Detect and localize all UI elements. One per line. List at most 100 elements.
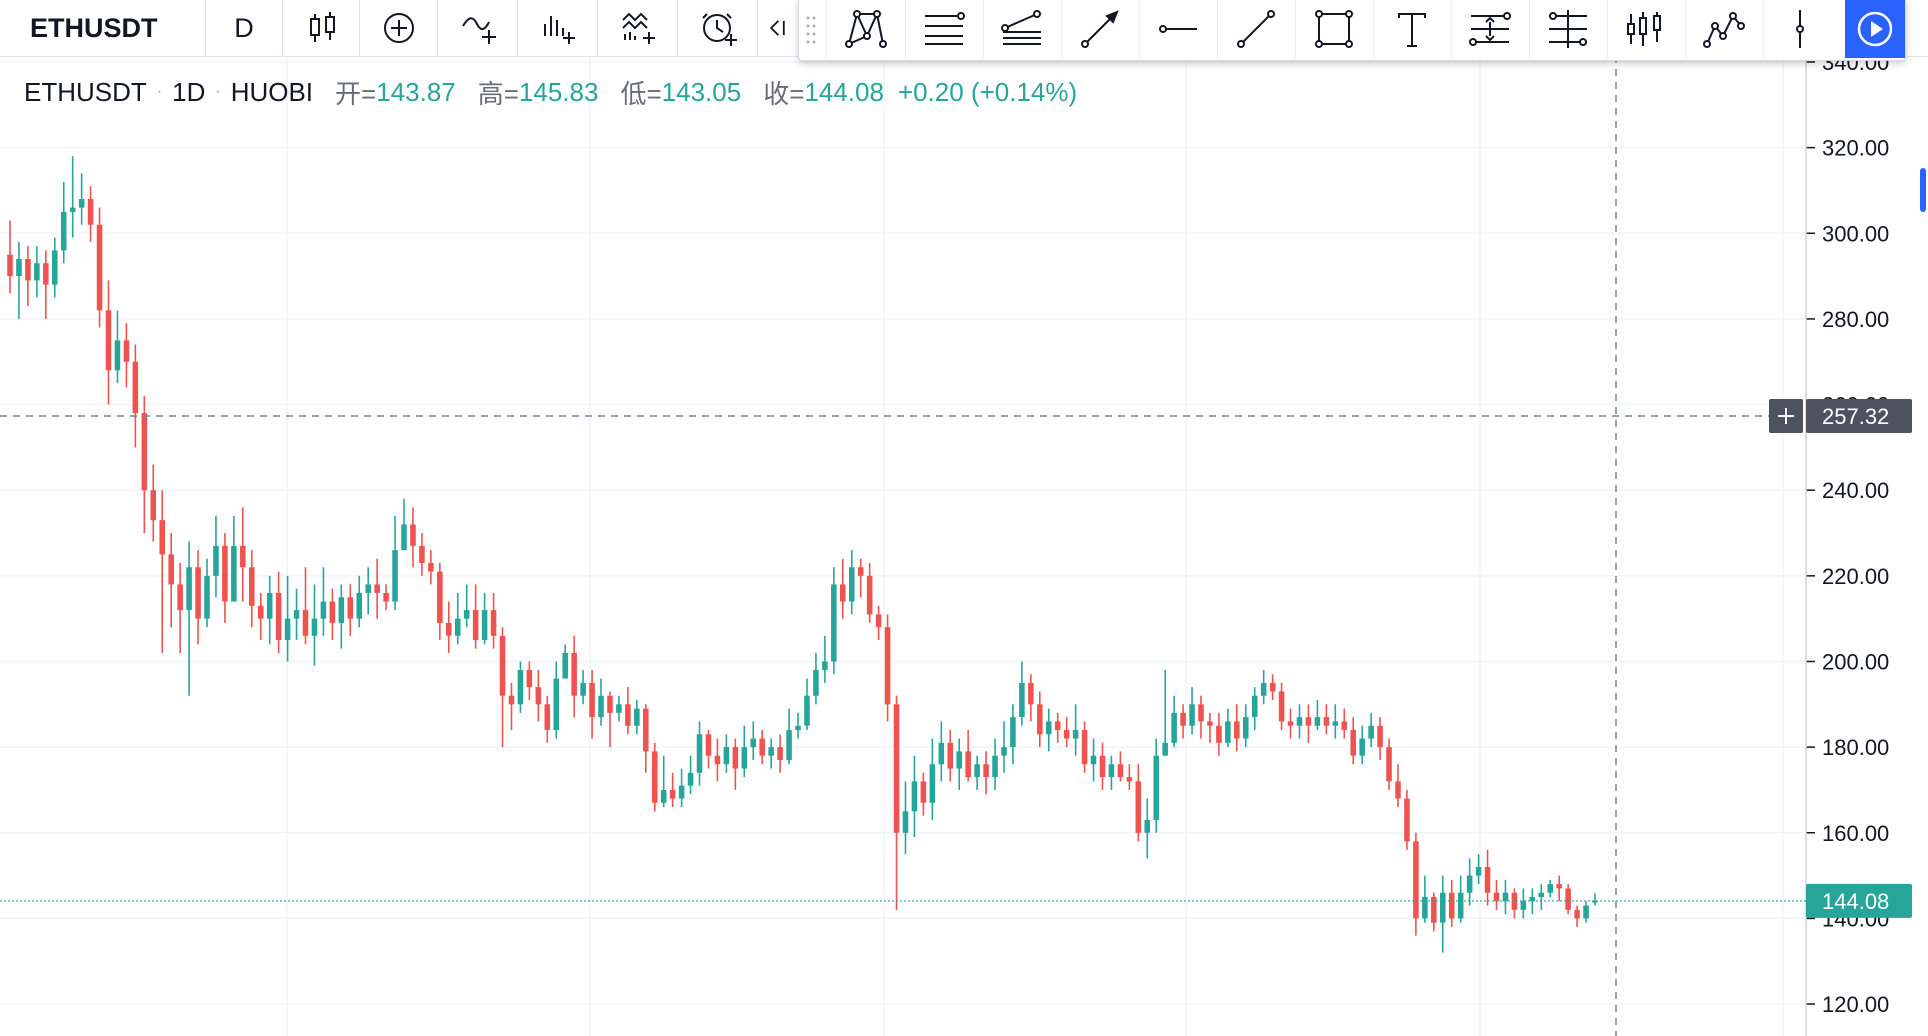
candle-body <box>1520 901 1527 910</box>
candle-body <box>1350 729 1356 756</box>
candle-body <box>1153 755 1159 820</box>
toolbar-divider <box>205 0 206 56</box>
candle-body <box>428 562 434 572</box>
top-toolbar: ETHUSDT D <box>0 0 1928 61</box>
price-range-icon[interactable] <box>1453 0 1527 58</box>
candle-body <box>1054 721 1061 730</box>
candle-body <box>186 567 192 611</box>
candle-body <box>356 592 363 619</box>
candle-body <box>1072 729 1079 739</box>
legend-exchange: HUOBI <box>230 76 314 107</box>
candle-body <box>249 567 255 606</box>
candle-body <box>311 618 318 636</box>
legend-open-value: 143.87 <box>376 76 456 107</box>
price-tick-label: 200.00 <box>1822 649 1889 674</box>
candle-body <box>159 520 166 555</box>
price-tick-label: 180.00 <box>1822 735 1889 760</box>
candle-body <box>1278 691 1285 722</box>
candle-body <box>1377 725 1383 748</box>
templates-icon[interactable] <box>604 0 674 56</box>
drag-handle-icon[interactable] <box>805 14 817 44</box>
interval-button[interactable]: D <box>234 12 254 43</box>
legend-symbol[interactable]: ETHUSDT <box>24 76 147 107</box>
candle-body <box>320 601 327 619</box>
compare-plus-icon[interactable] <box>366 0 432 56</box>
replay-icon[interactable] <box>764 0 800 56</box>
candle-body <box>1144 819 1151 833</box>
candle-body <box>1332 721 1339 726</box>
candles-icon[interactable] <box>290 0 356 56</box>
candle-body <box>544 704 551 730</box>
toolbar-divider <box>437 0 438 56</box>
candle-body <box>1234 721 1240 739</box>
xabcd-pattern-icon[interactable] <box>829 0 903 58</box>
last-price-line: 144.08 <box>0 883 1912 918</box>
candle-body <box>1305 717 1312 726</box>
candle-body <box>598 695 604 718</box>
candle-body <box>893 704 900 833</box>
candle-body <box>1162 742 1168 756</box>
candle-body <box>437 571 443 623</box>
candle-body <box>284 618 291 641</box>
play-circle-icon[interactable] <box>1845 0 1905 58</box>
candle-body <box>956 751 962 769</box>
toolbar-divider <box>757 0 758 56</box>
rectangle-icon[interactable] <box>1297 0 1371 58</box>
indicators-icon[interactable] <box>444 0 514 56</box>
price-axis: 340.00320.00300.00280.00260.00240.00220.… <box>1805 0 1926 1036</box>
candle-body <box>1028 682 1034 705</box>
price-tick-label: 240.00 <box>1822 478 1889 503</box>
legend-low-value: 143.05 <box>661 76 742 107</box>
candle-body <box>589 682 595 718</box>
candle-body <box>1251 695 1258 718</box>
fib-retracement-icon[interactable] <box>985 0 1059 58</box>
price-tick-label: 280.00 <box>1822 307 1889 332</box>
horizontal-ray-icon[interactable] <box>1141 0 1215 58</box>
long-position-icon[interactable] <box>1609 0 1683 58</box>
vertical-line-icon[interactable] <box>1765 0 1835 58</box>
toolbar-divider <box>677 0 678 56</box>
crosshair-price-badge <box>1806 399 1912 434</box>
arrow-icon[interactable] <box>1063 0 1137 58</box>
trend-line-icon[interactable] <box>1219 0 1293 58</box>
candle-body <box>78 199 85 208</box>
candle-body <box>454 618 461 636</box>
crosshair-price-label: 257.32 <box>1822 404 1889 429</box>
text-icon[interactable] <box>1375 0 1449 58</box>
candle-body <box>499 635 506 696</box>
candle-body <box>1010 717 1016 748</box>
scrollbar-thumb <box>1920 168 1926 212</box>
candle-body <box>1493 892 1500 902</box>
candle-body <box>669 789 676 799</box>
candle-body <box>1439 892 1446 923</box>
alert-icon[interactable] <box>684 0 754 56</box>
candle-body <box>1386 747 1392 782</box>
candle-body <box>1189 704 1195 726</box>
financials-icon[interactable] <box>524 0 594 56</box>
horizontal-lines-icon[interactable] <box>907 0 981 58</box>
symbol-search-button[interactable]: ETHUSDT <box>30 12 158 43</box>
candle-body <box>1099 755 1106 778</box>
candle-body <box>517 670 524 705</box>
candle-body <box>293 610 300 619</box>
candle-body <box>410 524 416 546</box>
candle-body <box>777 747 783 760</box>
candle-body <box>1592 900 1598 903</box>
elliott-wave-icon[interactable] <box>1687 0 1761 58</box>
candle-body <box>786 729 792 760</box>
candle-body <box>383 592 389 602</box>
candle-body <box>768 747 774 756</box>
candle-body <box>7 254 13 277</box>
price-tick-label: 120.00 <box>1822 992 1889 1017</box>
candle-body <box>974 764 980 778</box>
date-price-range-icon[interactable] <box>1531 0 1605 58</box>
candle-body <box>687 772 694 786</box>
candle-body <box>723 747 730 765</box>
candle-body <box>1269 682 1276 692</box>
candle-body <box>1126 777 1133 782</box>
candle-body <box>1547 884 1554 893</box>
toolbar-divider <box>359 0 360 56</box>
candle-body <box>16 258 22 277</box>
candle-body <box>222 545 228 602</box>
